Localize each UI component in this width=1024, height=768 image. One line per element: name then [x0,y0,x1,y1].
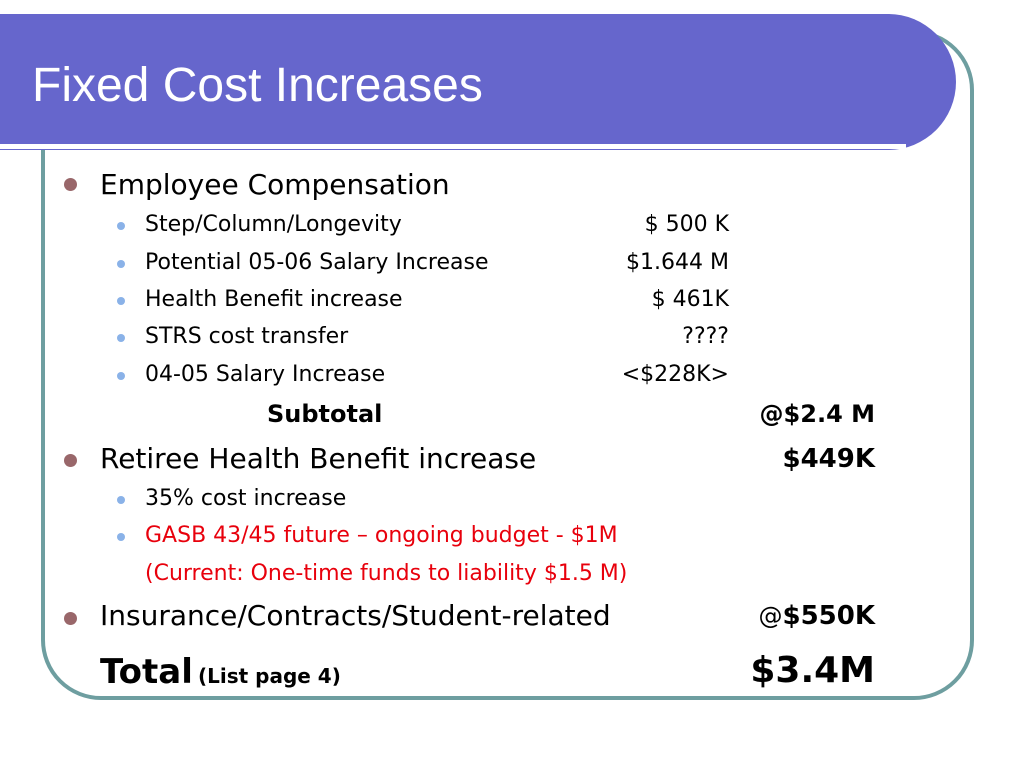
line-item-value: $ 500 K [644,212,729,237]
bullet-icon [117,297,125,305]
bullet-icon [64,454,77,467]
bullet-icon [64,178,77,191]
line-item-value: <$228K> [621,362,729,387]
section-employee-compensation: Employee Compensation [100,168,450,201]
bullet-icon [117,222,125,230]
bullet-icon [117,533,125,541]
bullet-icon [117,496,125,504]
section-retiree-health: Retiree Health Benefit increase [100,442,537,475]
retiree-health-value: $449K [782,444,875,474]
subtotal-label: Subtotal [267,400,383,428]
bullet-icon [117,260,125,268]
line-item-label: 35% cost increase [145,486,347,511]
bullet-icon [64,612,77,625]
line-item-label: STRS cost transfer [145,324,349,349]
line-item-value: $ 461K [651,287,729,312]
line-item-value: $1.644 M [626,250,729,275]
insurance-amount: $550K [782,601,875,631]
total-row: Total (List page 4) [100,655,341,689]
subtotal-value: @$2.4 M [759,400,875,428]
title-bar: Fixed Cost Increases [0,14,956,150]
slide-title: Fixed Cost Increases [32,59,483,112]
line-item-label: Step/Column/Longevity [145,212,402,237]
line-item-label: Health Benefit increase [145,287,403,312]
gasb-line: GASB 43/45 future – ongoing budget - $1M [145,523,618,548]
insurance-value: @$550K [758,603,875,629]
line-item-value: ???? [682,324,729,349]
total-note: (List page 4) [197,664,341,688]
bullet-icon [117,334,125,342]
line-item-label: Potential 05-06 Salary Increase [145,250,489,275]
line-item-label: 04-05 Salary Increase [145,362,386,387]
gasb-note: (Current: One-time funds to liability $1… [145,561,628,586]
bullet-icon [117,372,125,380]
section-insurance: Insurance/Contracts/Student-related [100,599,611,632]
total-label: Total [100,652,193,692]
title-underline [0,144,906,149]
total-value: $3.4M [750,650,875,691]
approx-symbol: @ [758,602,783,630]
